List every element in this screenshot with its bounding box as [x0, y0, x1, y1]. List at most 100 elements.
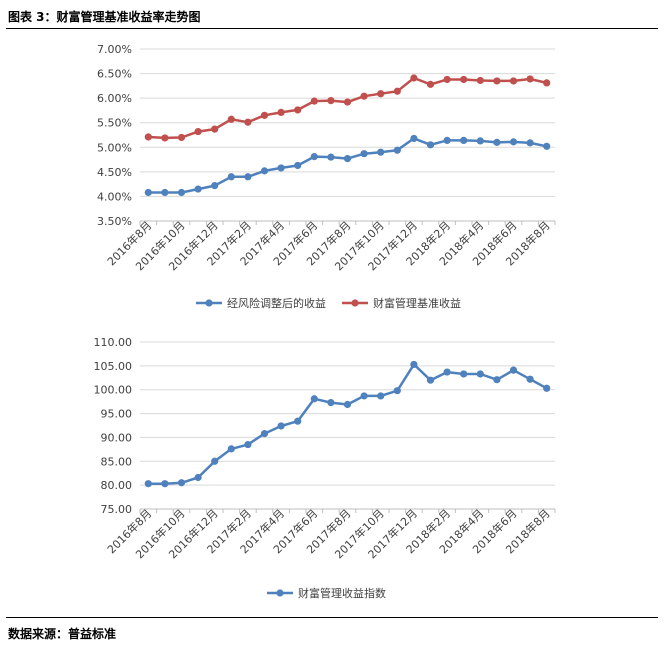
data-point — [460, 136, 468, 145]
data-point — [377, 392, 385, 400]
data-point — [509, 366, 518, 374]
data-point — [177, 133, 186, 142]
data-point — [426, 141, 435, 149]
data-point — [144, 133, 152, 141]
data-point — [377, 148, 385, 156]
data-point — [476, 76, 484, 85]
data-point — [476, 137, 484, 145]
data-point — [460, 75, 468, 84]
data-point — [194, 473, 202, 482]
data-point — [227, 445, 235, 453]
legend-label: 经风险调整后的收益 — [227, 296, 326, 310]
data-point — [244, 440, 252, 449]
figure-title: 图表 3：财富管理基准收益率走势图 — [8, 10, 201, 24]
data-point — [161, 188, 169, 197]
data-point — [310, 395, 318, 403]
data-point — [211, 182, 219, 190]
data-point — [194, 127, 202, 136]
data-point — [310, 97, 318, 105]
data-point — [343, 400, 352, 409]
y-tick-label: 4.00% — [97, 190, 132, 203]
data-point — [211, 125, 219, 133]
data-point — [294, 106, 302, 114]
data-point — [194, 185, 202, 193]
legend-marker — [351, 299, 359, 307]
series-line — [148, 363, 548, 485]
data-point — [543, 384, 551, 392]
data-point — [493, 77, 501, 85]
bottom-rule — [6, 617, 658, 618]
data-point — [509, 138, 518, 146]
data-point — [526, 139, 534, 147]
data-point — [377, 90, 385, 98]
series-line — [148, 76, 547, 140]
data-point — [509, 77, 518, 85]
data-point — [410, 134, 418, 143]
data-point — [161, 480, 169, 488]
data-point — [244, 118, 252, 126]
data-point — [443, 136, 451, 145]
data-point — [177, 479, 186, 487]
data-point — [144, 188, 152, 197]
y-tick-label: 80.00 — [101, 479, 133, 492]
data-point — [360, 92, 368, 100]
y-tick-label: 5.00% — [97, 141, 132, 154]
data-point — [277, 422, 285, 430]
data-point — [443, 368, 451, 376]
data-point — [260, 167, 269, 175]
data-point — [526, 75, 534, 83]
y-tick-label: 90.00 — [101, 431, 133, 444]
data-point — [244, 173, 252, 181]
data-point — [227, 115, 235, 123]
y-tick-label: 7.00% — [97, 43, 132, 56]
data-point — [161, 134, 169, 142]
y-tick-label: 6.00% — [97, 92, 132, 105]
data-point — [327, 153, 335, 161]
data-point — [294, 417, 302, 425]
data-point — [227, 173, 235, 181]
y-tick-label: 110.00 — [94, 336, 133, 349]
y-tick-label: 95.00 — [101, 408, 133, 421]
y-tick-label: 5.50% — [97, 117, 132, 130]
source-note: 数据来源：普益标准 — [8, 627, 117, 641]
data-point — [493, 376, 501, 384]
data-point — [543, 79, 551, 87]
y-tick-label: 105.00 — [94, 360, 133, 373]
series-line — [148, 137, 547, 194]
data-point — [393, 146, 401, 154]
y-tick-label: 3.50% — [97, 215, 132, 228]
data-point — [410, 360, 418, 369]
data-point — [393, 387, 401, 395]
legend-marker — [205, 299, 213, 307]
data-point — [360, 150, 368, 158]
data-point — [493, 138, 501, 146]
legend-marker — [276, 589, 284, 597]
data-point — [260, 430, 269, 438]
data-point — [343, 98, 352, 106]
data-point — [277, 164, 285, 172]
data-point — [426, 376, 435, 384]
y-tick-label: 85.00 — [101, 455, 133, 468]
data-point — [476, 370, 484, 378]
data-point — [393, 87, 401, 95]
data-point — [177, 188, 186, 197]
data-point — [211, 457, 219, 465]
data-point — [327, 97, 335, 105]
y-tick-label: 4.50% — [97, 166, 132, 179]
legend-label: 财富管理收益指数 — [298, 586, 386, 600]
data-point — [360, 392, 368, 400]
data-point — [310, 153, 318, 161]
legend-label: 财富管理基准收益 — [373, 296, 461, 310]
data-point — [144, 480, 152, 488]
data-point — [294, 161, 302, 170]
y-tick-label: 75.00 — [101, 503, 133, 516]
y-tick-label: 6.50% — [97, 68, 132, 81]
top-rule — [6, 28, 658, 29]
y-tick-label: 100.00 — [94, 384, 133, 397]
data-point — [260, 111, 269, 119]
data-point — [343, 154, 352, 163]
data-point — [327, 398, 335, 407]
data-point — [443, 75, 451, 84]
data-point — [426, 80, 435, 88]
